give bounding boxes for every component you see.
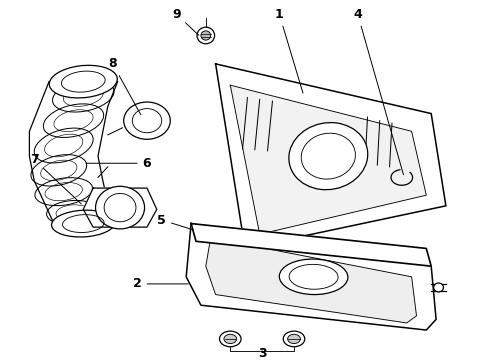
Text: 6: 6 — [86, 157, 151, 170]
Text: 1: 1 — [275, 8, 303, 93]
Ellipse shape — [434, 283, 443, 292]
Ellipse shape — [220, 331, 241, 347]
Ellipse shape — [49, 65, 117, 98]
Polygon shape — [216, 64, 446, 248]
Polygon shape — [186, 224, 436, 330]
Polygon shape — [230, 85, 426, 234]
Text: 2: 2 — [133, 278, 188, 291]
Text: 5: 5 — [157, 213, 194, 230]
Ellipse shape — [288, 334, 300, 343]
Ellipse shape — [51, 210, 115, 237]
Ellipse shape — [224, 334, 237, 343]
Polygon shape — [83, 188, 157, 227]
Ellipse shape — [279, 259, 348, 294]
Polygon shape — [206, 238, 416, 323]
Text: 7: 7 — [30, 153, 81, 204]
Ellipse shape — [289, 264, 338, 289]
Polygon shape — [191, 224, 431, 266]
Text: 3: 3 — [258, 347, 267, 360]
Ellipse shape — [197, 27, 215, 44]
Text: 9: 9 — [172, 8, 199, 35]
Text: 8: 8 — [108, 57, 141, 115]
Ellipse shape — [201, 31, 211, 40]
Ellipse shape — [96, 186, 145, 229]
Ellipse shape — [301, 133, 355, 179]
Ellipse shape — [123, 102, 171, 139]
Ellipse shape — [283, 331, 305, 347]
Ellipse shape — [289, 123, 368, 190]
Text: 4: 4 — [353, 8, 403, 175]
